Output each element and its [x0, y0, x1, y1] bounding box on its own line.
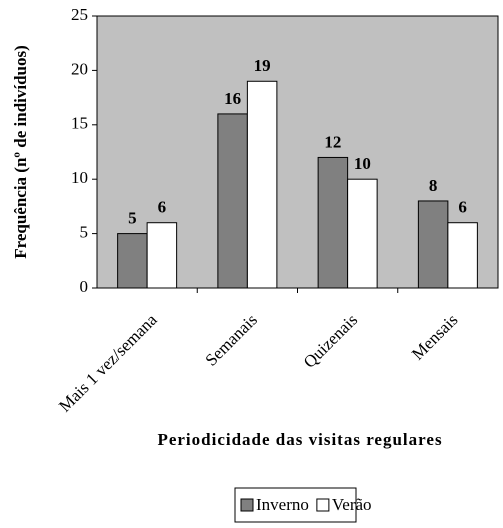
legend-box — [234, 487, 357, 523]
y-tick-label: 25 — [71, 5, 88, 24]
value-label: 8 — [429, 176, 438, 195]
value-label: 19 — [254, 56, 271, 75]
bar — [117, 233, 148, 289]
value-label: 5 — [128, 209, 137, 228]
value-label: 10 — [354, 154, 371, 173]
x-tick-label: Quizenais — [300, 310, 362, 372]
x-axis-label: Periodicidade das visitas regulares — [157, 430, 442, 449]
x-tick-label: Mensais — [408, 310, 462, 364]
y-tick-label: 10 — [71, 168, 88, 187]
legend-label: Inverno — [256, 495, 309, 514]
y-tick-label: 20 — [71, 59, 88, 78]
x-tick-label: Semanais — [201, 310, 261, 370]
y-tick-label: 5 — [80, 223, 89, 242]
x-tick-label: Mais 1 vez/semana — [55, 310, 161, 416]
y-axis-label: Frequência (nº de indivíduos) — [11, 45, 30, 259]
bar — [246, 80, 278, 289]
bar — [417, 200, 449, 289]
value-label: 12 — [324, 132, 341, 151]
bar — [317, 156, 349, 289]
legend-swatch — [316, 498, 330, 512]
value-label: 16 — [224, 89, 241, 108]
bar — [217, 113, 248, 289]
bar — [146, 222, 178, 289]
y-tick-label: 0 — [80, 277, 89, 296]
bar — [447, 222, 478, 289]
legend-swatch — [240, 498, 254, 512]
y-tick-label: 15 — [71, 114, 88, 133]
value-label: 6 — [458, 198, 467, 217]
legend-label: Verão — [332, 495, 372, 514]
bar — [347, 178, 378, 289]
value-label: 6 — [158, 198, 167, 217]
